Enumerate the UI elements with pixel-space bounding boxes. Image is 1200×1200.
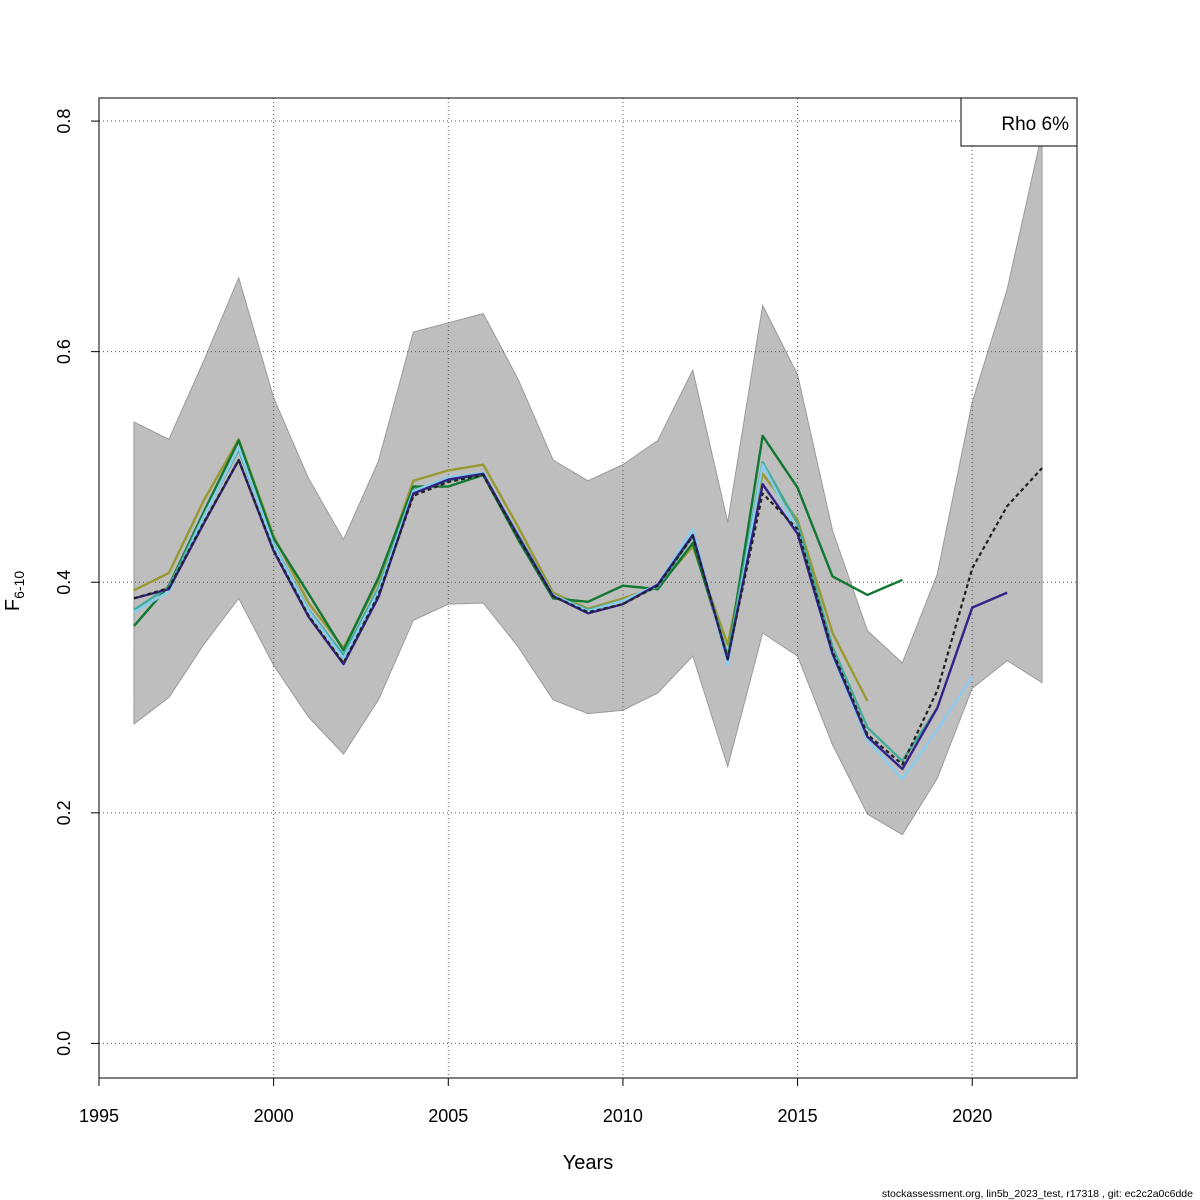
y-tick-label-0: 0.0 [54,1031,74,1056]
confidence-interval [133,132,1043,836]
series-peel-2018 [133,434,903,659]
y-tick-label-0.6: 0.6 [54,339,74,364]
plot-frame [98,97,1078,1079]
axes: 1995 2000 2005 2010 2015 2020 0.0 0.2 0.4 0.6 0.8 [54,109,992,1126]
legend: Rho 6% [960,97,1078,147]
series-lines [133,434,1043,781]
x-tick-label-2005: 2005 [428,1106,468,1126]
series-peel-2021 [133,458,1008,771]
y-axis-title-subscript: 6-10 [11,571,27,599]
svg-text:F6-10: F6-10 [2,571,27,611]
x-tick-label-2000: 2000 [254,1106,294,1126]
footer-credit: stockassessment.org, lin5b_2023_test, r1… [882,1188,1193,1200]
x-axis-title: Years [563,1152,613,1174]
y-axis-title-main: F [2,599,24,611]
x-tick-label-2010: 2010 [603,1106,643,1126]
legend-text: Rho 6% [1001,114,1069,135]
x-tick-label-2015: 2015 [778,1106,818,1126]
y-tick-label-0.4: 0.4 [54,570,74,595]
confidence-band-layer [133,132,1043,836]
y-axis-title: F6-10 [2,571,27,611]
x-tick-label-1995: 1995 [79,1106,119,1126]
y-tick-label-0.2: 0.2 [54,800,74,825]
legend-box [960,97,1078,147]
x-tick-label-2020: 2020 [952,1106,992,1126]
y-tick-label-0.8: 0.8 [54,109,74,134]
series-base-run [133,458,1043,766]
